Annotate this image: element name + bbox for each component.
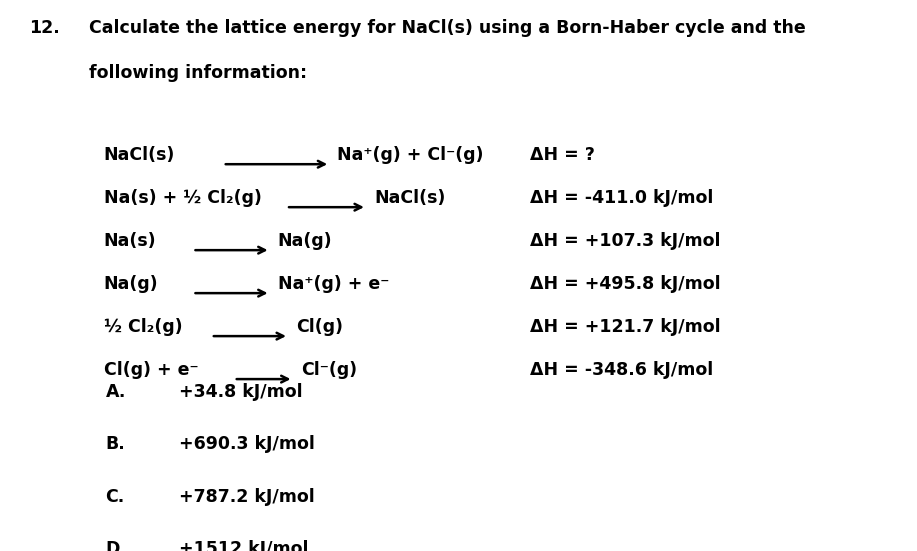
Text: ΔH = +107.3 kJ/mol: ΔH = +107.3 kJ/mol [530,232,721,250]
Text: Na(g): Na(g) [104,275,159,293]
Text: +1512 kJ/mol: +1512 kJ/mol [179,540,308,551]
Text: ΔH = -348.6 kJ/mol: ΔH = -348.6 kJ/mol [530,361,713,379]
Text: Cl⁻(g): Cl⁻(g) [301,361,357,379]
Text: NaCl(s): NaCl(s) [104,146,175,164]
Text: ΔH = +121.7 kJ/mol: ΔH = +121.7 kJ/mol [530,318,721,336]
Text: Cl(g) + e⁻: Cl(g) + e⁻ [104,361,198,379]
Text: following information:: following information: [89,64,307,82]
Text: +690.3 kJ/mol: +690.3 kJ/mol [179,435,315,453]
Text: ΔH = +495.8 kJ/mol: ΔH = +495.8 kJ/mol [530,275,721,293]
Text: +34.8 kJ/mol: +34.8 kJ/mol [179,383,303,401]
Text: NaCl(s): NaCl(s) [374,189,446,207]
Text: Na(g): Na(g) [278,232,333,250]
Text: Na⁺(g) + Cl⁻(g): Na⁺(g) + Cl⁻(g) [337,146,484,164]
Text: D.: D. [105,540,127,551]
Text: +787.2 kJ/mol: +787.2 kJ/mol [179,488,315,506]
Text: Na(s): Na(s) [104,232,156,250]
Text: ΔH = ?: ΔH = ? [530,146,595,164]
Text: C.: C. [105,488,125,506]
Text: 12.: 12. [29,19,61,37]
Text: B.: B. [105,435,126,453]
Text: Na(s) + ½ Cl₂(g): Na(s) + ½ Cl₂(g) [104,189,261,207]
Text: Cl(g): Cl(g) [296,318,343,336]
Text: Na⁺(g) + e⁻: Na⁺(g) + e⁻ [278,275,389,293]
Text: ΔH = -411.0 kJ/mol: ΔH = -411.0 kJ/mol [530,189,713,207]
Text: ½ Cl₂(g): ½ Cl₂(g) [104,318,182,336]
Text: Calculate the lattice energy for NaCl(s) using a Born-Haber cycle and the: Calculate the lattice energy for NaCl(s)… [89,19,806,37]
Text: A.: A. [105,383,126,401]
